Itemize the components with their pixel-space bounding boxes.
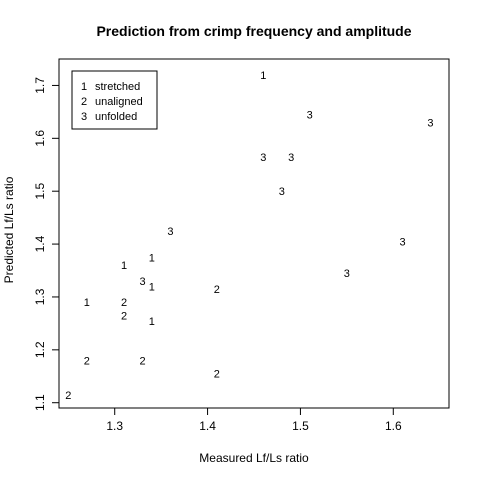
y-tick-label: 1.4 [33, 235, 47, 252]
data-point: 2 [65, 390, 71, 402]
data-point: 3 [344, 268, 350, 280]
data-point: 3 [140, 276, 146, 288]
data-point: 1 [149, 316, 155, 328]
data-point: 2 [84, 355, 90, 367]
y-axis: 1.1 1.2 1.3 1.4 1.5 1.6 1.7 [33, 77, 60, 411]
y-tick-label: 1.7 [33, 77, 47, 94]
data-point: 3 [260, 152, 266, 164]
legend-label: unaligned [95, 96, 143, 108]
x-tick-label: 1.6 [385, 419, 402, 433]
data-point: 2 [121, 297, 127, 309]
y-tick-label: 1.2 [33, 341, 47, 358]
data-point: 1 [84, 297, 90, 309]
data-point: 3 [288, 152, 294, 164]
x-tick-label: 1.3 [106, 419, 123, 433]
data-point: 1 [121, 260, 127, 272]
legend-symbol: 1 [81, 81, 87, 93]
y-axis-label: Predicted Lf/Ls ratio [2, 176, 16, 283]
y-tick-label: 1.5 [33, 183, 47, 200]
data-point: 3 [427, 117, 433, 129]
data-point: 2 [214, 369, 220, 381]
legend: 1 stretched 2 unaligned 3 unfolded [71, 70, 158, 130]
legend-symbol: 3 [81, 111, 87, 123]
x-axis-label: Measured Lf/Ls ratio [199, 451, 309, 465]
data-point: 3 [279, 186, 285, 198]
data-point: 1 [149, 281, 155, 293]
data-point: 2 [214, 284, 220, 296]
legend-box [71, 70, 158, 130]
data-point: 3 [307, 110, 313, 122]
data-point: 1 [260, 70, 266, 82]
x-axis: 1.3 1.4 1.5 1.6 [106, 407, 402, 433]
y-tick-label: 1.1 [33, 394, 47, 411]
chart-title: Prediction from crimp frequency and ampl… [96, 23, 411, 39]
legend-symbol: 2 [81, 96, 87, 108]
x-tick-label: 1.4 [199, 419, 216, 433]
data-point: 1 [149, 252, 155, 264]
data-point: 3 [400, 236, 406, 248]
data-point: 2 [121, 310, 127, 322]
data-point: 2 [140, 355, 146, 367]
y-tick-label: 1.6 [33, 130, 47, 147]
legend-label: unfolded [95, 111, 137, 123]
data-point: 3 [167, 226, 173, 238]
y-tick-label: 1.3 [33, 288, 47, 305]
legend-label: stretched [95, 81, 140, 93]
x-tick-label: 1.5 [292, 419, 309, 433]
